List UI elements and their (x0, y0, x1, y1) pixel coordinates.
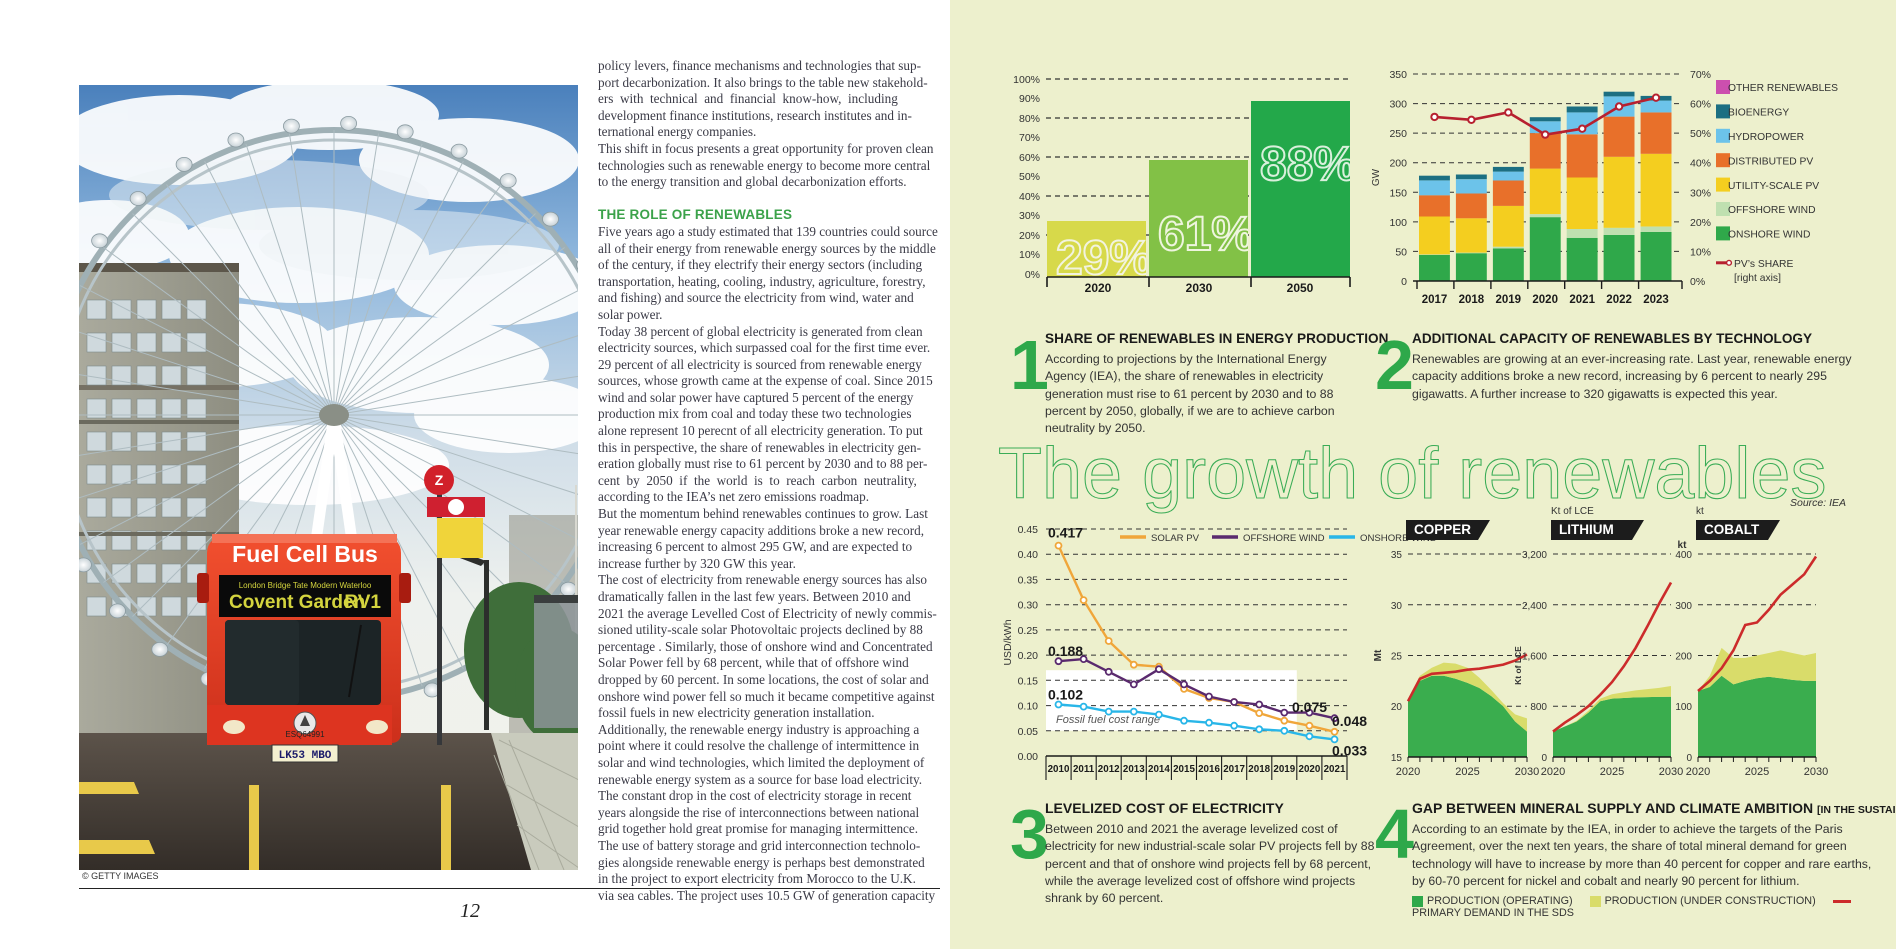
svg-text:2030: 2030 (1186, 281, 1213, 295)
svg-text:80%: 80% (1019, 113, 1040, 125)
svg-text:20%: 20% (1019, 230, 1040, 242)
svg-text:2020: 2020 (1085, 281, 1112, 295)
svg-text:90%: 90% (1019, 93, 1040, 105)
svg-text:The growth of renewables: The growth of renewables (998, 434, 1826, 514)
svg-text:100%: 100% (1013, 74, 1040, 86)
svg-text:61%: 61% (1158, 208, 1254, 261)
svg-text:70%: 70% (1019, 132, 1040, 144)
svg-text:60%: 60% (1019, 152, 1040, 164)
svg-text:50%: 50% (1019, 171, 1040, 183)
svg-text:Fuel Cell Bus: Fuel Cell Bus (232, 541, 378, 567)
svg-text:2050: 2050 (1287, 281, 1314, 295)
svg-text:LK53 MBO: LK53 MBO (279, 750, 332, 762)
svg-text:0%: 0% (1025, 269, 1040, 281)
svg-text:London Bridge Tate Modern Wa: London Bridge Tate Modern Waterloo (239, 581, 372, 590)
svg-text:30%: 30% (1019, 210, 1040, 222)
svg-text:ESQ64991: ESQ64991 (285, 730, 325, 739)
svg-text:10%: 10% (1019, 249, 1040, 261)
svg-text:RV1: RV1 (344, 592, 381, 613)
svg-text:88%: 88% (1260, 138, 1356, 191)
svg-text:40%: 40% (1019, 191, 1040, 203)
svg-text:Z: Z (435, 472, 444, 488)
